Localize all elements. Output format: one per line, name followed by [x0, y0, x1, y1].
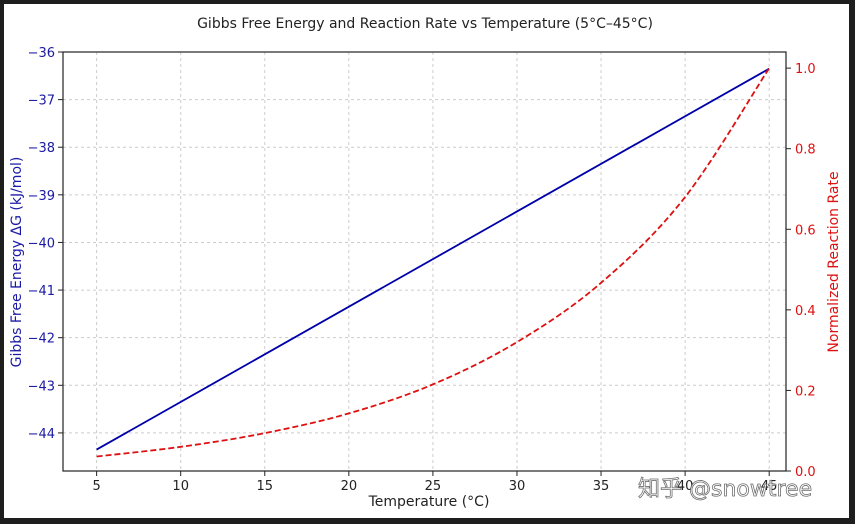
reaction-rate-line — [96, 67, 770, 458]
x-axis-label: Temperature (°C) — [368, 494, 490, 510]
x-tick-label: 15 — [256, 479, 273, 494]
x-tick-label: 40 — [677, 479, 694, 494]
y-right-tick-label: 1.0 — [795, 62, 816, 77]
x-tick-label: 25 — [425, 479, 442, 494]
y-left-tick-label: −36 — [28, 46, 55, 61]
y-left-tick-label: −37 — [28, 94, 55, 109]
series-lines — [96, 67, 770, 458]
x-axis-ticks: 5 10 15 20 25 30 35 40 45 — [92, 471, 777, 494]
x-tick-label: 45 — [761, 479, 778, 494]
chart-svg: Gibbs Free Energy and Reaction Rate vs T… — [9, 16, 842, 510]
y-right-tick-label: 0.6 — [795, 223, 816, 238]
x-tick-label: 35 — [593, 479, 610, 494]
x-tick-label: 5 — [92, 479, 100, 494]
y-right-tick-label: 0.8 — [795, 143, 816, 158]
y-right-tick-label: 0.4 — [795, 304, 816, 319]
y-left-tick-label: −40 — [28, 236, 55, 251]
y-left-tick-label: −38 — [28, 141, 55, 156]
y-left-tick-label: −39 — [28, 189, 55, 204]
plot-frame — [62, 51, 787, 472]
y-right-tick-label: 0.2 — [795, 384, 816, 399]
chart-canvas: Gibbs Free Energy and Reaction Rate vs T… — [4, 4, 849, 518]
y-left-axis-label: Gibbs Free Energy ΔG (kJ/mol) — [9, 157, 25, 368]
y-right-axis-ticks: 0.0 0.2 0.4 0.6 0.8 1.0 — [786, 62, 816, 480]
plot-border — [62, 51, 787, 472]
y-left-tick-label: −41 — [28, 284, 55, 299]
y-right-tick-label: 0.0 — [795, 465, 816, 480]
gibbs-energy-line — [96, 67, 770, 451]
chart-title: Gibbs Free Energy and Reaction Rate vs T… — [197, 16, 653, 32]
watermark: 知乎 @snowtree — [638, 477, 812, 502]
x-tick-label: 20 — [341, 479, 358, 494]
x-tick-label: 30 — [509, 479, 526, 494]
y-right-axis-label: Normalized Reaction Rate — [826, 171, 842, 352]
y-left-axis-ticks: −44 −43 −42 −41 −40 −39 −38 −37 −36 — [28, 46, 63, 442]
y-left-tick-label: −42 — [28, 332, 55, 347]
y-left-tick-label: −44 — [28, 427, 55, 442]
x-tick-label: 10 — [172, 479, 189, 494]
y-left-tick-label: −43 — [28, 379, 55, 394]
